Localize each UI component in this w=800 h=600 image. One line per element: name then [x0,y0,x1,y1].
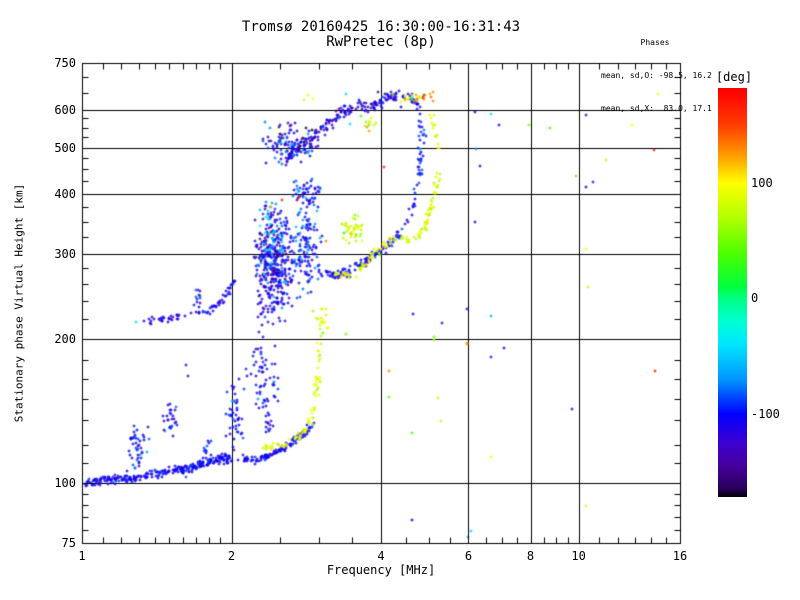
x-tick-label: 8 [526,549,535,563]
y-tick-label: 300 [54,247,76,261]
phase-stats-x-mode: mean, sd,X: 83.0, 17.1 [601,104,712,113]
y-tick-label: 500 [54,140,76,155]
y-tick-label: 600 [54,102,76,117]
y-axis-title: Stationary phase Virtual Height [km] [12,183,26,423]
phase-stats-heading: Phases [640,38,670,47]
x-tick-label: 1 [78,549,86,563]
colorbar-tick-label: -100 [751,406,780,421]
colorbar-tick-label: 0 [751,291,759,306]
x-tick-label: 6 [464,549,473,563]
colorbar-tick-label: 100 [751,175,773,190]
colorbar-title: [deg] [715,70,753,84]
y-tick-label: 400 [54,187,76,202]
x-axis-title: Frequency [MHz] [326,563,436,577]
phase-stats-o-mode: mean, sd,O: -98.5, 16.2 [601,71,712,80]
x-tick-label: 2 [227,549,236,563]
x-tick-label: 16 [672,549,688,563]
colorbar [718,88,747,497]
y-tick-label: 75 [61,536,76,550]
y-tick-label: 100 [54,476,76,491]
y-tick-label: 750 [54,56,76,70]
plot-subtitle: RwPretec (8p) [326,34,436,50]
phase-stats: Phases mean, sd,O: -98.5, 16.2 mean, sd,… [601,15,712,136]
x-tick-label: 10 [571,549,586,563]
x-tick-label: 4 [377,549,385,563]
y-tick-label: 200 [54,331,76,346]
plot-title: Tromsø 20160425 16:30:00-16:31:43 [241,19,521,35]
